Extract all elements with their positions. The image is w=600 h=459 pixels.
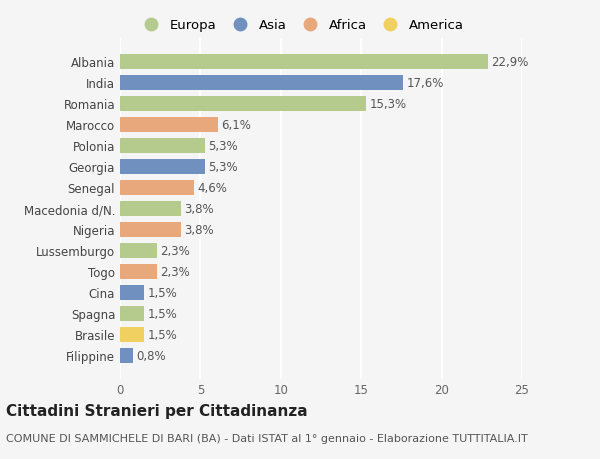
Text: COMUNE DI SAMMICHELE DI BARI (BA) - Dati ISTAT al 1° gennaio - Elaborazione TUTT: COMUNE DI SAMMICHELE DI BARI (BA) - Dati… [6, 433, 528, 442]
Text: 15,3%: 15,3% [369, 97, 406, 111]
Bar [120, 222, 181, 237]
Text: 1,5%: 1,5% [148, 328, 177, 341]
Text: 5,3%: 5,3% [208, 160, 238, 174]
Bar [120, 96, 366, 112]
Text: Cittadini Stranieri per Cittadinanza: Cittadini Stranieri per Cittadinanza [6, 403, 308, 419]
Text: 2,3%: 2,3% [160, 244, 190, 257]
Bar [120, 55, 488, 70]
Text: 4,6%: 4,6% [197, 181, 227, 194]
Bar [120, 180, 194, 196]
Bar [120, 306, 144, 321]
Text: 6,1%: 6,1% [221, 118, 251, 131]
Text: 3,8%: 3,8% [184, 202, 214, 215]
Bar [120, 75, 403, 90]
Text: 17,6%: 17,6% [406, 77, 443, 90]
Bar [120, 159, 205, 174]
Bar [120, 264, 157, 280]
Text: 5,3%: 5,3% [208, 140, 238, 152]
Text: 1,5%: 1,5% [148, 286, 177, 299]
Bar [120, 243, 157, 258]
Bar [120, 327, 144, 342]
Bar [120, 202, 181, 216]
Bar [120, 348, 133, 363]
Text: 0,8%: 0,8% [136, 349, 166, 362]
Text: 2,3%: 2,3% [160, 265, 190, 278]
Text: 1,5%: 1,5% [148, 307, 177, 320]
Bar [120, 138, 205, 153]
Bar [120, 118, 218, 133]
Legend: Europa, Asia, Africa, America: Europa, Asia, Africa, America [135, 17, 467, 35]
Bar [120, 285, 144, 300]
Text: 3,8%: 3,8% [184, 224, 214, 236]
Text: 22,9%: 22,9% [491, 56, 529, 68]
